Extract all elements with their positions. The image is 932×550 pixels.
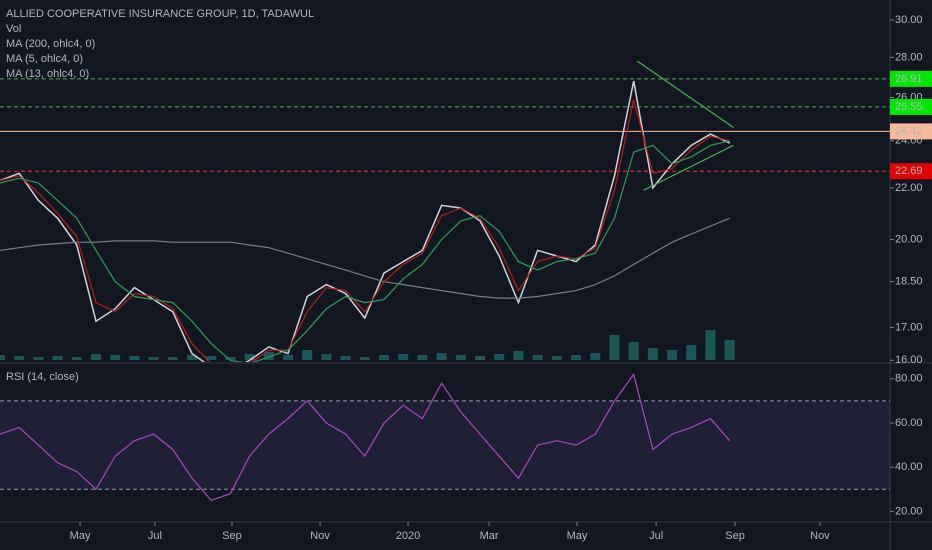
- volume-bar: [302, 350, 313, 360]
- volume-bar: [705, 330, 716, 360]
- volume-bar: [667, 350, 678, 360]
- price-label: 26.91: [895, 73, 923, 85]
- volume-bar: [571, 355, 582, 360]
- volume-bar: [187, 355, 198, 360]
- volume-bar: [91, 354, 102, 360]
- volume-bar: [590, 353, 601, 360]
- price-series: [0, 140, 730, 362]
- chart-title: ALLIED COOPERATIVE INSURANCE GROUP, 1D, …: [6, 8, 314, 20]
- volume-bar: [455, 355, 466, 360]
- volume-bar: [628, 342, 639, 360]
- x-tick-label: Nov: [310, 530, 330, 542]
- volume-bar: [14, 356, 25, 360]
- volume-bar: [225, 357, 236, 360]
- price-label-box: [890, 163, 932, 180]
- volume-bar: [0, 355, 5, 360]
- x-tick-label: Sep: [725, 530, 745, 542]
- volume-bar: [321, 354, 332, 360]
- y-tick-label: 20.00: [895, 233, 923, 245]
- y-tick-label: 60.00: [895, 417, 923, 429]
- rsi-pane: [0, 373, 890, 501]
- price-label: 24.42: [895, 125, 923, 137]
- volume-bar: [283, 355, 294, 360]
- volume-bar: [52, 356, 63, 360]
- x-tick-label: Jul: [148, 530, 162, 542]
- trendline: [637, 60, 734, 128]
- x-tick-label: Jul: [649, 530, 663, 542]
- volume-bar: [244, 354, 255, 360]
- x-tick-label: May: [567, 530, 588, 542]
- y-tick-label: 17.00: [895, 321, 923, 333]
- rsi-band: [0, 400, 890, 490]
- price-label-box: [890, 123, 932, 140]
- volume-bar: [436, 353, 447, 360]
- volume-bar: [33, 357, 44, 360]
- volume-bar: [494, 354, 505, 360]
- price-label: 22.69: [895, 165, 923, 177]
- price-label-box: [890, 98, 932, 115]
- legend-entry: MA (13, ohlc4, 0): [6, 68, 89, 80]
- volume-bar: [206, 356, 217, 360]
- volume-bar: [647, 348, 658, 360]
- volume-bar: [686, 345, 697, 360]
- legend-entry: MA (5, ohlc4, 0): [6, 53, 83, 65]
- volume-bar: [417, 355, 428, 360]
- price-series: [0, 99, 730, 362]
- y-tick-label: 18.50: [895, 276, 923, 288]
- x-tick-label: 2020: [396, 530, 420, 542]
- y-tick-label: 20.00: [895, 505, 923, 517]
- y-tick-label: 30.00: [895, 14, 923, 26]
- x-tick-label: Sep: [222, 530, 242, 542]
- price-series: [0, 217, 730, 299]
- volume-bar: [340, 356, 351, 360]
- y-tick-label: 22.00: [895, 182, 923, 194]
- volume-bar: [724, 340, 735, 360]
- volume-bar: [110, 355, 121, 360]
- volume-bar: [129, 356, 140, 360]
- volume-bar: [263, 352, 274, 360]
- price-label: 25.55: [895, 101, 923, 113]
- volume-bar: [167, 357, 178, 360]
- y-tick-label: 16.00: [895, 354, 923, 366]
- rsi-title: RSI (14, close): [6, 371, 79, 383]
- legend-entry: MA (200, ohlc4, 0): [6, 38, 95, 50]
- volume-bar: [551, 356, 562, 360]
- volume-bar: [475, 356, 486, 360]
- volume-bar: [379, 355, 390, 360]
- price-pane: [0, 60, 890, 362]
- price-series: [0, 80, 731, 362]
- trendline: [642, 144, 734, 191]
- volume-bar: [71, 357, 82, 360]
- volume-bar: [532, 355, 543, 360]
- volume-bar: [398, 354, 409, 360]
- price-label-box: [890, 70, 932, 87]
- volume-bar: [359, 357, 370, 360]
- x-tick-label: May: [70, 530, 91, 542]
- y-tick-label: 40.00: [895, 461, 923, 473]
- y-tick-label: 28.00: [895, 51, 923, 63]
- volume-bar: [609, 335, 620, 360]
- x-tick-label: Mar: [480, 530, 499, 542]
- y-tick-label: 80.00: [895, 373, 923, 385]
- rsi-line: [0, 373, 731, 501]
- volume-title: Vol: [6, 23, 21, 35]
- volume-bar: [513, 351, 524, 360]
- x-tick-label: Nov: [810, 530, 830, 542]
- volume-bar: [148, 357, 159, 360]
